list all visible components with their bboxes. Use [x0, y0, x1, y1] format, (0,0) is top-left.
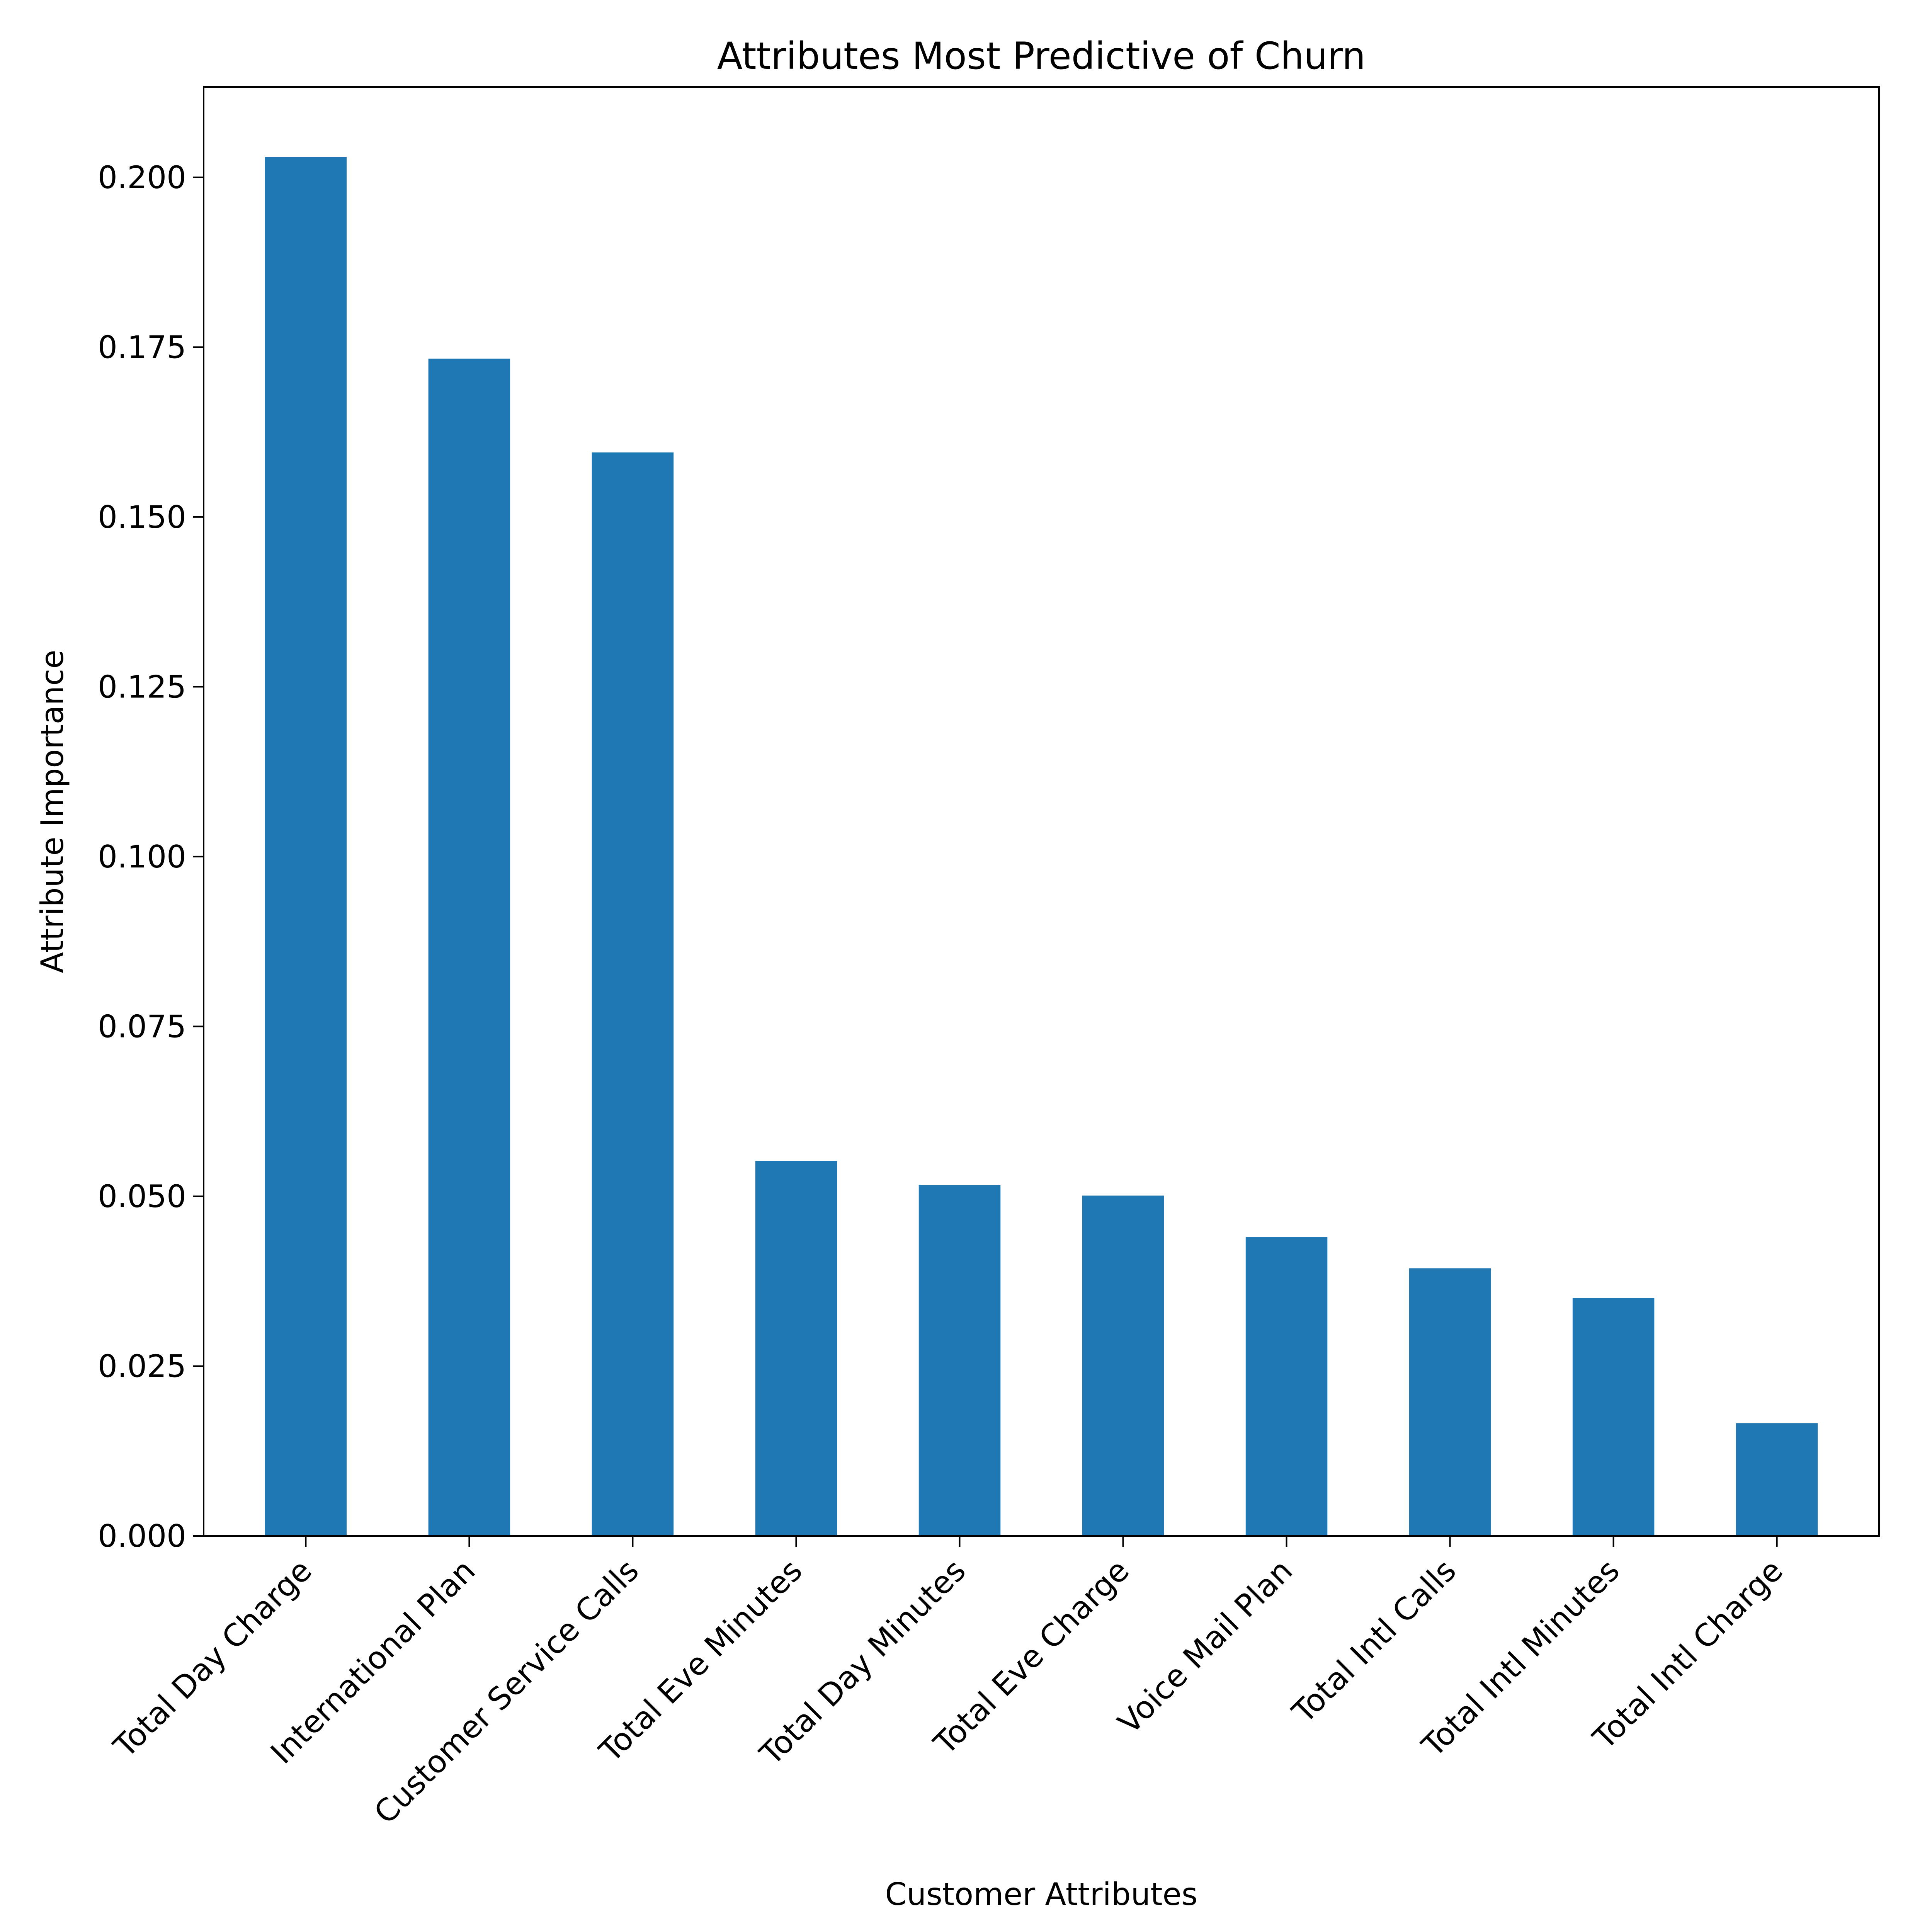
- bar: [1409, 1268, 1491, 1536]
- bar: [918, 1185, 1001, 1536]
- y-tick-label: 0.025: [98, 1348, 186, 1384]
- bar: [1572, 1298, 1655, 1536]
- x-tick-label: Total Intl Calls: [1285, 1553, 1463, 1730]
- y-tick-label: 0.075: [98, 1009, 186, 1044]
- y-tick-label: 0.100: [98, 839, 186, 875]
- y-tick-label: 0.150: [98, 499, 186, 535]
- bar: [592, 452, 674, 1536]
- y-axis-label: Attribute Importance: [34, 650, 70, 973]
- y-tick-label: 0.175: [98, 329, 186, 365]
- y-tick-label: 0.050: [98, 1179, 186, 1214]
- y-tick-label: 0.125: [98, 669, 186, 705]
- bar: [265, 157, 347, 1536]
- x-axis-label: Customer Attributes: [885, 1876, 1198, 1912]
- bar: [1245, 1237, 1328, 1536]
- bar: [428, 359, 510, 1536]
- y-axis: 0.000 0.025 0.050 0.075 0.100 0.125 0.150 0.175…: [98, 160, 204, 1554]
- y-tick-label: 0.200: [98, 160, 186, 196]
- x-tick-label: Voice Mail Plan: [1111, 1553, 1299, 1741]
- bars-group: [265, 157, 1818, 1536]
- x-tick-label: Customer Service Calls: [367, 1553, 646, 1831]
- plot-frame: [203, 86, 1880, 1537]
- bar: [755, 1161, 837, 1536]
- bar: [1082, 1196, 1164, 1536]
- chart-title: Attributes Most Predictive of Churn: [717, 34, 1366, 78]
- y-tick-label: 0.000: [98, 1518, 186, 1554]
- bar: [1736, 1423, 1818, 1536]
